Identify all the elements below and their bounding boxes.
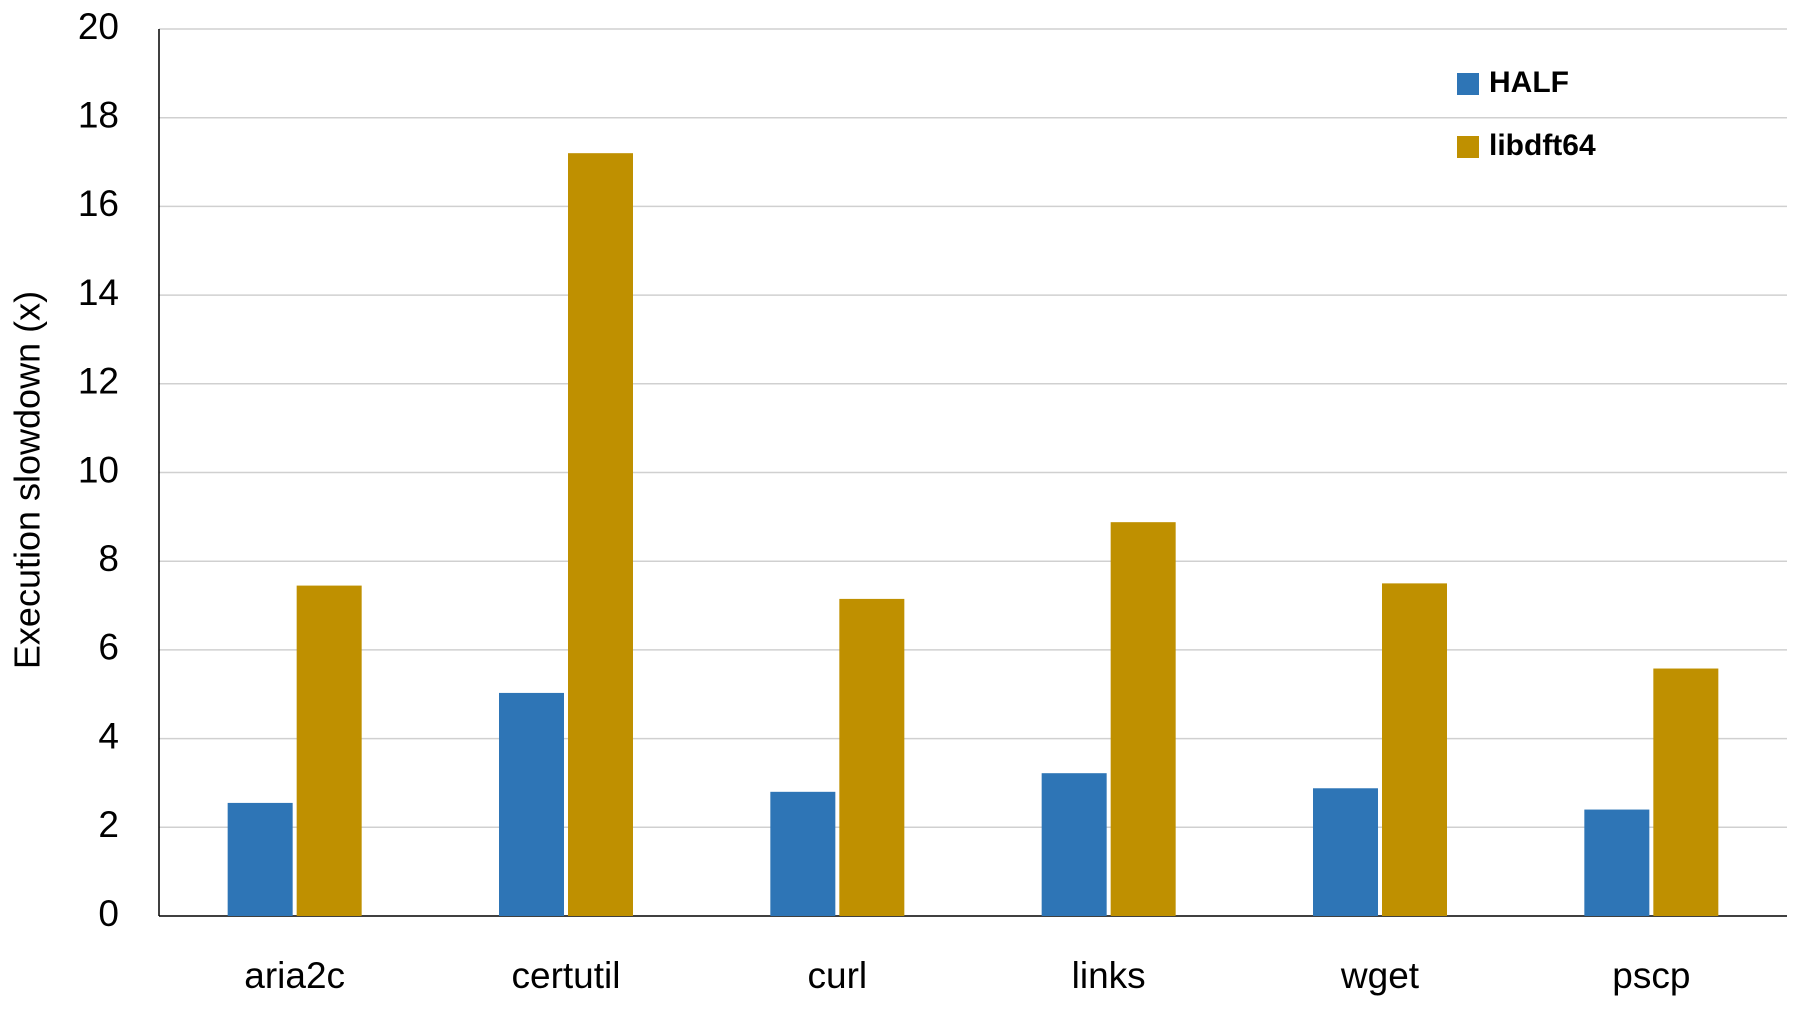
bar xyxy=(1041,773,1107,916)
y-tick-label: 8 xyxy=(98,538,119,579)
y-tick-label: 0 xyxy=(98,893,119,934)
legend-swatch xyxy=(1457,73,1479,95)
bar xyxy=(1313,788,1378,916)
x-tick-label: aria2c xyxy=(244,955,345,996)
y-tick-label: 2 xyxy=(98,804,119,845)
bar xyxy=(296,585,362,916)
bar xyxy=(499,692,564,916)
x-tick-label: certutil xyxy=(512,955,621,996)
y-tick-label: 10 xyxy=(78,449,119,490)
y-tick-label: 14 xyxy=(78,272,119,313)
x-tick-label: curl xyxy=(808,955,868,996)
y-tick-label: 20 xyxy=(78,6,119,47)
y-tick-label: 12 xyxy=(78,361,119,402)
x-tick-label: links xyxy=(1072,955,1146,996)
bar xyxy=(770,791,836,916)
x-tick-label: pscp xyxy=(1612,955,1690,996)
y-tick-label: 18 xyxy=(78,94,119,135)
y-tick-label: 6 xyxy=(98,627,119,668)
legend-swatch xyxy=(1457,136,1479,158)
bar xyxy=(1653,668,1719,916)
y-axis-label: Execution slowdown (x) xyxy=(7,291,48,669)
legend-label: libdft64 xyxy=(1489,129,1596,162)
y-tick-label: 16 xyxy=(78,183,119,224)
y-tick-label: 4 xyxy=(98,715,119,756)
bar xyxy=(1584,809,1650,916)
bar xyxy=(568,153,633,916)
bar xyxy=(839,598,905,916)
x-tick-label: wget xyxy=(1340,955,1420,996)
bar xyxy=(1382,583,1447,916)
bar xyxy=(227,802,293,916)
legend-label: HALF xyxy=(1489,66,1569,99)
bar xyxy=(1110,522,1176,916)
